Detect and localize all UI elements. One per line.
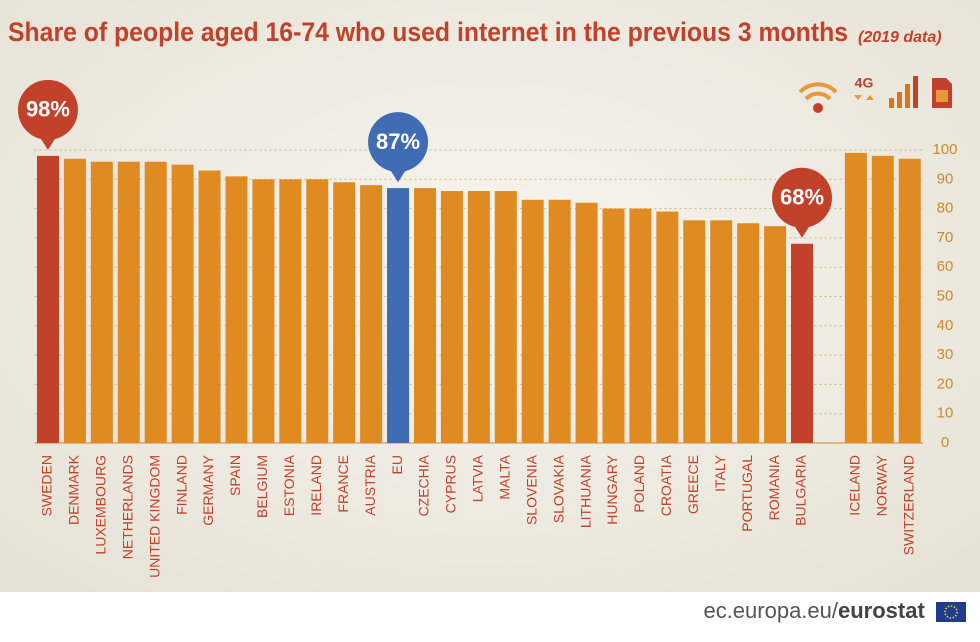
bar <box>898 158 921 444</box>
footer-site: ec.europa.eu/ <box>703 598 838 623</box>
x-tick-label: FRANCE <box>335 455 351 513</box>
x-tick-label: CROATIA <box>658 454 674 516</box>
x-tick-label: SLOVAKIA <box>550 454 566 523</box>
y-tick-label: 60 <box>937 258 954 275</box>
bar <box>710 220 733 443</box>
y-tick-label: 70 <box>937 229 954 246</box>
x-tick-label: LUXEMBOURG <box>93 455 109 555</box>
bar <box>494 191 517 443</box>
bar <box>629 208 652 443</box>
x-tick-label: LATVIA <box>470 454 486 502</box>
bar <box>871 155 894 444</box>
y-tick-label: 50 <box>937 287 954 304</box>
value-label: 98% <box>26 97 70 122</box>
y-tick-label: 80 <box>937 200 954 217</box>
x-tick-label: MALTA <box>496 454 512 499</box>
bar <box>252 179 275 444</box>
x-tick-label: SLOVENIA <box>523 454 539 525</box>
bar <box>36 155 59 444</box>
x-tick-label: GREECE <box>685 455 701 514</box>
y-tick-label: 90 <box>937 170 954 187</box>
x-tick-label: DENMARK <box>66 454 82 525</box>
x-tick-label: POLAND <box>631 455 647 513</box>
x-tick-label: CZECHIA <box>416 454 432 516</box>
x-tick-label: EU <box>389 455 405 474</box>
bar <box>306 179 329 444</box>
value-label: 87% <box>376 129 420 154</box>
bar <box>467 191 490 443</box>
bar <box>737 223 760 443</box>
x-tick-label: SPAIN <box>227 455 243 496</box>
bar <box>548 199 571 443</box>
x-tick-label: SWITZERLAND <box>900 455 916 555</box>
bar <box>333 182 356 444</box>
x-tick-label: NORWAY <box>873 454 889 516</box>
bar <box>575 202 598 443</box>
x-tick-label: CYPRUS <box>443 455 459 513</box>
bar <box>602 208 625 443</box>
bar <box>440 191 463 443</box>
y-tick-label: 0 <box>941 434 949 451</box>
x-tick-label: FINLAND <box>173 455 189 515</box>
x-tick-label: ICELAND <box>847 455 863 516</box>
bar <box>764 226 787 443</box>
x-tick-label: PORTUGAL <box>739 455 755 532</box>
x-tick-label: BELGIUM <box>254 455 270 518</box>
x-tick-label: SWEDEN <box>39 455 55 516</box>
bar <box>413 188 436 443</box>
bar <box>198 170 221 443</box>
bar <box>144 161 167 443</box>
y-tick-label: 10 <box>937 405 954 422</box>
y-tick-label: 100 <box>932 141 957 158</box>
bar <box>521 199 544 443</box>
bar <box>63 158 86 444</box>
x-tick-label: ESTONIA <box>281 454 297 516</box>
bar <box>279 179 302 444</box>
bar <box>791 243 814 443</box>
icon-label: 4G <box>855 75 874 91</box>
footer-brand: eurostat <box>838 598 925 623</box>
callout-bubble <box>368 112 429 173</box>
bar <box>225 176 248 443</box>
x-tick-label: BULGARIA <box>793 454 809 525</box>
chart-title: Share of people aged 16-74 who used inte… <box>8 17 848 47</box>
x-tick-label: LITHUANIA <box>577 454 593 528</box>
x-tick-label: IRELAND <box>308 455 324 516</box>
bar <box>171 164 194 443</box>
eu-flag <box>936 602 966 622</box>
x-tick-label: AUSTRIA <box>362 454 378 515</box>
bar <box>117 161 140 443</box>
bar <box>387 188 410 443</box>
bar <box>844 152 867 443</box>
x-tick-label: ROMANIA <box>766 454 782 520</box>
x-tick-label: ITALY <box>712 454 728 491</box>
bar <box>90 161 113 443</box>
footer-band <box>0 592 980 637</box>
icons <box>798 76 952 113</box>
x-tick-label: NETHERLANDS <box>119 455 135 559</box>
bar <box>360 185 383 443</box>
bar <box>683 220 706 443</box>
chart-subtitle: (2019 data) <box>858 29 942 46</box>
y-tick-label: 30 <box>937 346 954 363</box>
x-tick-label: UNITED KINGDOM <box>146 455 162 578</box>
y-tick-label: 40 <box>937 317 954 334</box>
x-tick-label: GERMANY <box>200 454 216 525</box>
callout-bubble <box>17 79 78 140</box>
callout-bubble <box>772 167 833 228</box>
y-tick-label: 20 <box>937 375 954 392</box>
eu-stars <box>944 605 958 619</box>
bar <box>656 211 679 443</box>
x-tick-label: HUNGARY <box>604 454 620 524</box>
value-label: 68% <box>780 185 824 210</box>
